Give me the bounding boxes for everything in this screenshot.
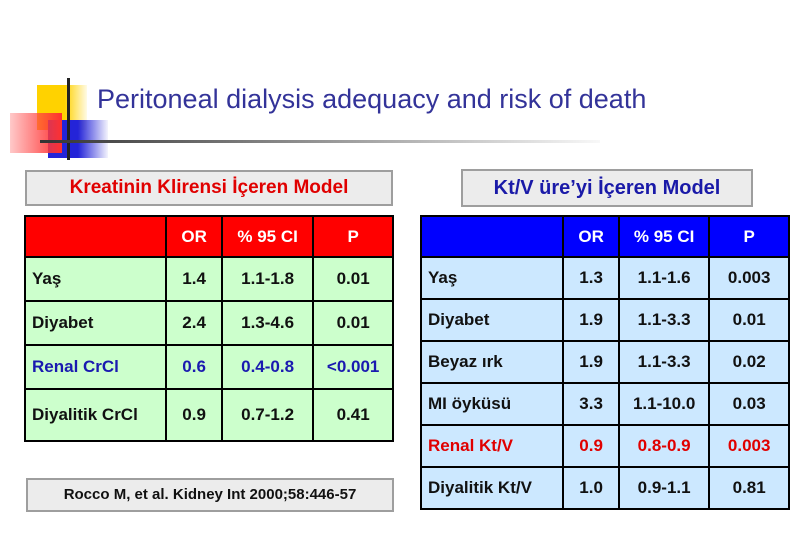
row-ci: 1.1-1.8 <box>220 256 315 302</box>
table-row: Yaş 1.3 1.1-1.6 0.003 <box>419 256 790 300</box>
row-or: 0.9 <box>562 424 620 468</box>
row-p: 0.01 <box>312 256 394 302</box>
header-cell: P <box>708 215 790 258</box>
table-row: Yaş 1.4 1.1-1.8 0.01 <box>23 256 394 302</box>
row-ci: 0.9-1.1 <box>617 466 711 510</box>
decor-vertical-line <box>67 78 70 160</box>
row-ci: 1.1-10.0 <box>617 382 711 426</box>
row-or: 0.9 <box>165 388 223 442</box>
header-cell: % 95 CI <box>617 215 711 258</box>
header-cell <box>419 215 565 258</box>
table-row: Beyaz ırk 1.9 1.1-3.3 0.02 <box>419 340 790 384</box>
row-or: 0.6 <box>165 344 223 390</box>
reference-citation: Rocco M, et al. Kidney Int 2000;58:446-5… <box>26 478 394 512</box>
row-or: 1.3 <box>562 256 620 300</box>
decor-red-square <box>10 113 62 153</box>
row-p: <0.001 <box>312 344 394 390</box>
row-p: 0.003 <box>708 256 790 300</box>
table-row: Diyabet 1.9 1.1-3.3 0.01 <box>419 298 790 342</box>
row-p: 0.81 <box>708 466 790 510</box>
decor-horizontal-line <box>40 140 600 143</box>
ktv-urea-table: OR % 95 CI P Yaş 1.3 1.1-1.6 0.003 Diyab… <box>419 215 790 510</box>
row-p: 0.003 <box>708 424 790 468</box>
row-name: Diyabet <box>419 298 565 342</box>
row-ci: 1.1-3.3 <box>617 340 711 384</box>
row-p: 0.01 <box>312 300 394 346</box>
table-row: Diyalitik Kt/V 1.0 0.9-1.1 0.81 <box>419 466 790 510</box>
row-name: Beyaz ırk <box>419 340 565 384</box>
table-row: Diyabet 2.4 1.3-4.6 0.01 <box>23 300 394 346</box>
row-ci: 1.3-4.6 <box>220 300 315 346</box>
row-or: 3.3 <box>562 382 620 426</box>
header-cell <box>23 215 168 258</box>
table-row: MI öyküsü 3.3 1.1-10.0 0.03 <box>419 382 790 426</box>
row-or: 2.4 <box>165 300 223 346</box>
row-name: Diyabet <box>23 300 168 346</box>
row-p: 0.02 <box>708 340 790 384</box>
header-cell: P <box>312 215 394 258</box>
row-name: Renal Kt/V <box>419 424 565 468</box>
row-p: 0.03 <box>708 382 790 426</box>
row-name: Diyalitik Kt/V <box>419 466 565 510</box>
table-header-row: OR % 95 CI P <box>23 215 394 258</box>
left-model-label: Kreatinin Klirensi İçeren Model <box>25 170 393 206</box>
row-p: 0.41 <box>312 388 394 442</box>
row-or: 1.9 <box>562 340 620 384</box>
row-name: MI öyküsü <box>419 382 565 426</box>
table-row-highlighted: Renal Kt/V 0.9 0.8-0.9 0.003 <box>419 424 790 468</box>
row-or: 1.4 <box>165 256 223 302</box>
row-ci: 1.1-3.3 <box>617 298 711 342</box>
row-or: 1.9 <box>562 298 620 342</box>
row-name: Renal CrCl <box>23 344 168 390</box>
row-ci: 0.4-0.8 <box>220 344 315 390</box>
header-cell: OR <box>562 215 620 258</box>
row-name: Yaş <box>23 256 168 302</box>
table-row: Diyalitik CrCl 0.9 0.7-1.2 0.41 <box>23 388 394 442</box>
row-p: 0.01 <box>708 298 790 342</box>
table-row-highlighted: Renal CrCl 0.6 0.4-0.8 <0.001 <box>23 344 394 390</box>
header-cell: OR <box>165 215 223 258</box>
row-name: Yaş <box>419 256 565 300</box>
creatinine-clearance-table: OR % 95 CI P Yaş 1.4 1.1-1.8 0.01 Diyabe… <box>23 215 394 442</box>
header-cell: % 95 CI <box>220 215 315 258</box>
table-header-row: OR % 95 CI P <box>419 215 790 258</box>
right-model-label: Kt/V üre’yi İçeren Model <box>461 169 753 207</box>
row-or: 1.0 <box>562 466 620 510</box>
row-name: Diyalitik CrCl <box>23 388 168 442</box>
row-ci: 0.7-1.2 <box>220 388 315 442</box>
row-ci: 1.1-1.6 <box>617 256 711 300</box>
slide-title: Peritoneal dialysis adequacy and risk of… <box>97 84 647 114</box>
row-ci: 0.8-0.9 <box>617 424 711 468</box>
